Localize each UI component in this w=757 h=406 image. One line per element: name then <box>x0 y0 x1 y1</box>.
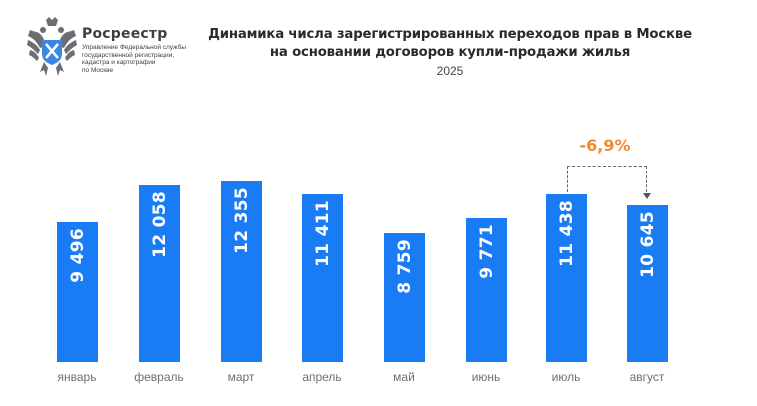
bar-value: 9 496 <box>67 228 88 283</box>
x-label-july: июль <box>551 370 581 384</box>
chart-title-line1: Динамика числа зарегистрированных перехо… <box>208 27 692 42</box>
logo-subtitle-line: Управление Федеральной службы <box>82 44 186 51</box>
bar-february: 12 058 <box>139 185 180 362</box>
change-connector <box>567 166 647 192</box>
x-label-january: январь <box>57 370 97 384</box>
x-label-march: март <box>227 370 255 384</box>
chart-title-line2: на основании договоров купли-продажи жил… <box>269 45 631 60</box>
rosreestr-logo: Росреестр Управление Федеральной службы … <box>22 14 212 84</box>
bar-value: 12 058 <box>149 191 170 258</box>
x-label-august: август <box>629 370 665 384</box>
logo-subtitle-line: кадастра и картографии <box>82 59 156 67</box>
bar-value: 9 771 <box>476 224 497 279</box>
bar-may: 8 759 <box>384 233 425 362</box>
logo-subtitle: Управление Федеральной службы государств… <box>82 44 212 74</box>
arrow-down-icon <box>643 193 651 199</box>
x-label-april: апрель <box>302 370 342 384</box>
bar-july: 11 438 <box>546 194 587 362</box>
bar-value: 11 438 <box>556 200 577 267</box>
bar-value: 11 411 <box>312 200 333 267</box>
bar-value: 8 759 <box>394 239 415 294</box>
logo-subtitle-line: по Москве <box>82 66 114 74</box>
bar-january: 9 496 <box>57 222 98 362</box>
chart-year: 2025 <box>436 64 464 78</box>
x-label-june: июнь <box>471 370 501 384</box>
x-label-february: февраль <box>134 370 184 384</box>
bar-value: 12 355 <box>231 187 252 254</box>
double-headed-eagle-icon <box>27 17 77 76</box>
logo-subtitle-line: государственной регистрации, <box>82 51 175 59</box>
bar-march: 12 355 <box>221 181 262 362</box>
x-label-may: май <box>393 370 415 384</box>
logo-name: Росреестр <box>82 26 168 42</box>
bar-august: 10 645 <box>627 205 668 362</box>
chart-title: Динамика числа зарегистрированных перехо… <box>190 26 710 62</box>
bar-april: 11 411 <box>302 194 343 362</box>
change-annotation: -6,9% <box>579 136 631 155</box>
bar-value: 10 645 <box>637 211 658 278</box>
bar-june: 9 771 <box>466 218 507 362</box>
